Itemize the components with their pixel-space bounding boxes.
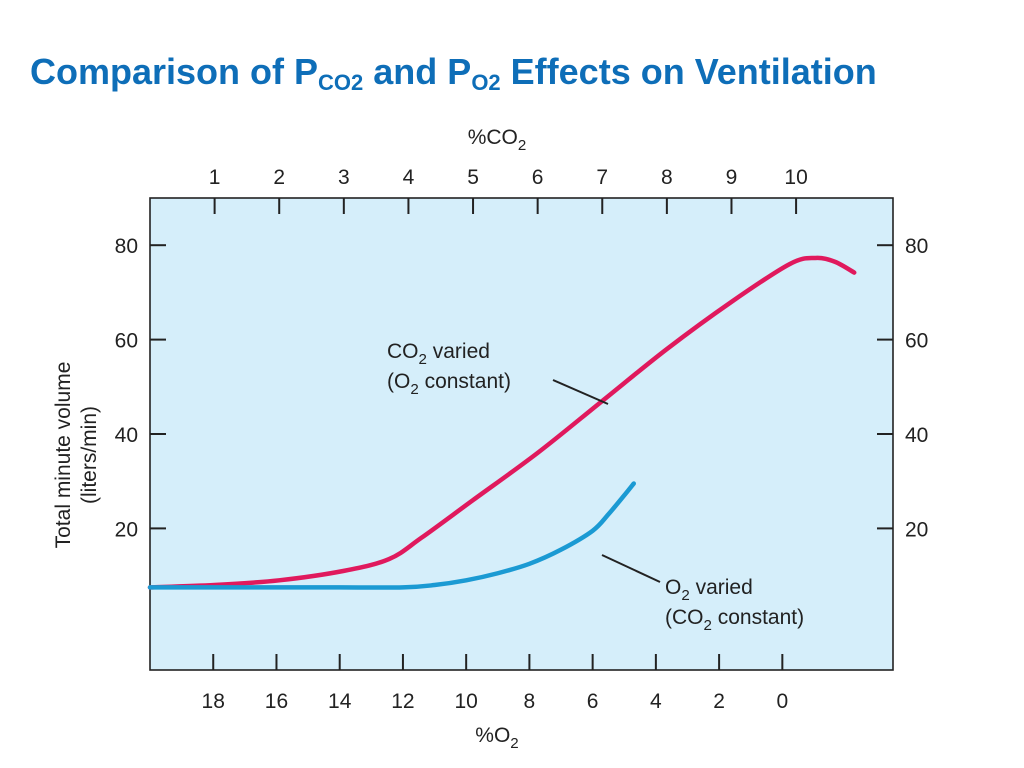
top-tick-label: 1 [209, 166, 221, 189]
top-tick-label: 7 [596, 166, 608, 189]
co2-leader-line [552, 379, 609, 405]
co2-annotation-line2-sub: 2 [410, 381, 418, 398]
title-sub-co2: CO2 [318, 70, 364, 95]
title-sub-o2: O2 [471, 70, 501, 95]
o2-annotation-line1: O2 varied [665, 576, 753, 604]
o2-annotation-line2-sub: 2 [704, 617, 712, 634]
slide-title: Comparison of PCO2 and PO2 Effects on Ve… [30, 51, 877, 95]
bottom-tick-label: 6 [587, 690, 599, 713]
series-line-1 [147, 481, 636, 590]
co2-annotation-line2-base: (O [387, 370, 410, 393]
top-tick-label: 9 [726, 166, 738, 189]
bottom-tick-label: 8 [524, 690, 536, 713]
bottom-tick-label: 0 [776, 690, 788, 713]
title-text-a: Comparison of P [30, 51, 319, 92]
bottom-tick-label: 14 [328, 690, 352, 713]
left-tick-label: 80 [115, 235, 138, 258]
o2-leader-line [601, 554, 661, 583]
o2-annotation-line1-base: O [665, 576, 681, 599]
bottom-tick-label: 12 [391, 690, 414, 713]
left-tick-label: 40 [115, 424, 138, 447]
y-axis-label-line2: (liters/min) [78, 406, 101, 504]
o2-annotation-line1-sub: 2 [681, 587, 689, 604]
co2-annotation-line2: (O2 constant) [387, 370, 511, 398]
series-layer [147, 255, 857, 590]
bottom-tick-label: 18 [202, 690, 225, 713]
top-tick-label: 10 [784, 166, 807, 189]
top-tick-label: 3 [338, 166, 350, 189]
o2-annotation-line2: (CO2 constant) [665, 606, 804, 634]
ticks-layer [150, 198, 893, 670]
top-axis-label-sub: 2 [518, 137, 526, 154]
series-line-0 [147, 255, 857, 590]
top-tick-label: 2 [273, 166, 285, 189]
bottom-axis-label: %O2 [475, 724, 518, 752]
left-tick-label: 20 [115, 518, 138, 541]
co2-annotation-line1-tail: varied [427, 340, 490, 363]
y-axis-label-line1: Total minute volume [52, 362, 75, 549]
o2-annotation-line1-tail: varied [690, 576, 753, 599]
title-text-e: Effects on Ventilation [500, 51, 877, 92]
co2-annotation-line1-base: CO [387, 340, 419, 363]
left-tick-label: 60 [115, 330, 138, 353]
bottom-axis-label-base: %O [475, 724, 510, 747]
right-tick-label: 80 [905, 235, 928, 258]
right-tick-label: 60 [905, 330, 928, 353]
top-axis-label-base: %CO [468, 126, 518, 149]
right-tick-label: 20 [905, 518, 928, 541]
bottom-tick-label: 2 [713, 690, 725, 713]
co2-annotation-line2-tail: constant) [419, 370, 511, 393]
bottom-tick-label: 10 [454, 690, 477, 713]
y-axis-label: Total minute volume (liters/min) [52, 362, 101, 549]
right-tick-label: 40 [905, 424, 928, 447]
top-axis-label: %CO2 [468, 126, 527, 154]
bottom-tick-label: 16 [265, 690, 288, 713]
co2-annotation-line1: CO2 varied [387, 340, 490, 368]
co2-annotation-line1-sub: 2 [419, 351, 427, 368]
top-tick-label: 5 [467, 166, 479, 189]
o2-annotation-line2-base: (CO [665, 606, 704, 629]
o2-annotation-line2-tail: constant) [712, 606, 804, 629]
title-text-c: and P [363, 51, 472, 92]
bottom-tick-label: 4 [650, 690, 662, 713]
top-tick-label: 8 [661, 166, 673, 189]
bottom-axis-label-sub: 2 [510, 735, 518, 752]
top-tick-label: 4 [403, 166, 415, 189]
top-tick-label: 6 [532, 166, 544, 189]
